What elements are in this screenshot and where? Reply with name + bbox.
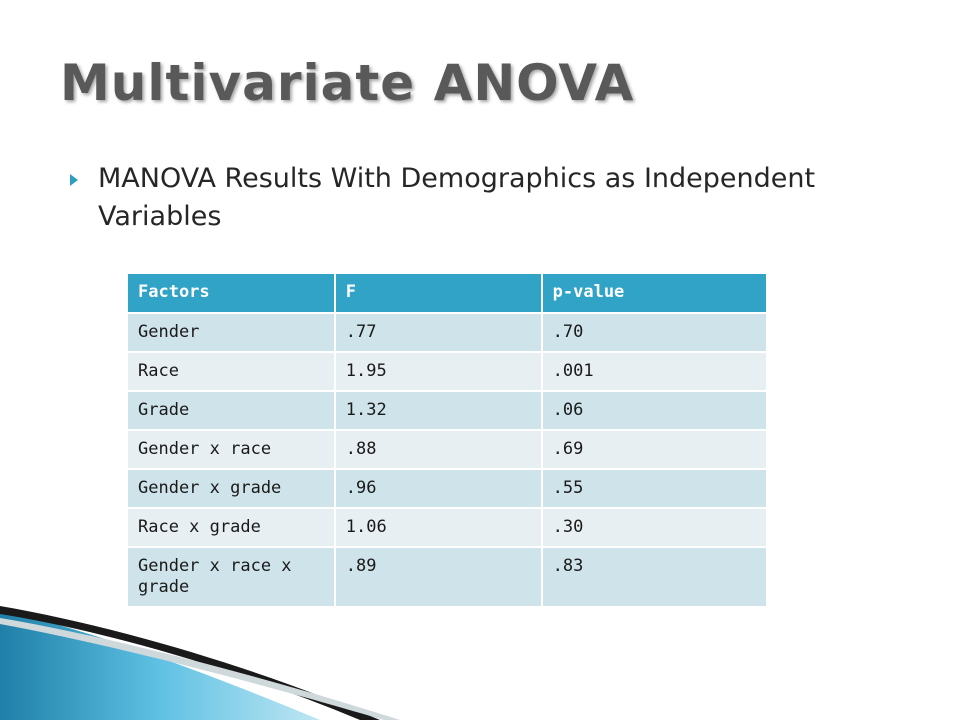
factor-cell: Gender x race [126, 429, 336, 470]
f-value-cell: 1.06 [333, 507, 543, 548]
arrow-bullet-icon [70, 174, 78, 186]
bullet-text: MANOVA Results With Demographics as Inde… [98, 163, 816, 232]
column-header-f: F [333, 272, 543, 314]
bullet-point: MANOVA Results With Demographics as Inde… [70, 160, 830, 236]
factor-cell: Race x grade [126, 507, 336, 548]
p-value-cell: .70 [540, 312, 769, 353]
table-row: Race x grade 1.06 .30 [126, 507, 769, 548]
table-row: Gender x grade .96 .55 [126, 468, 769, 509]
table-row: Grade 1.32 .06 [126, 390, 769, 431]
table-row: Race 1.95 .001 [126, 351, 769, 392]
f-value-cell: .89 [333, 546, 543, 608]
factor-cell: Gender x grade [126, 468, 336, 509]
table-row: Gender .77 .70 [126, 312, 769, 353]
p-value-cell: .55 [540, 468, 769, 509]
table-row: Gender x race x grade .89 .83 [126, 546, 769, 608]
column-header-p-value: p-value [540, 272, 769, 314]
p-value-cell: .83 [540, 546, 769, 608]
factor-cell: Gender x race x grade [126, 546, 336, 608]
factor-cell: Grade [126, 390, 336, 431]
manova-results-table: Factors F p-value Gender .77 .70 Race 1.… [126, 272, 769, 608]
p-value-cell: .06 [540, 390, 769, 431]
factor-cell: Gender [126, 312, 336, 353]
table-row: Gender x race .88 .69 [126, 429, 769, 470]
f-value-cell: .88 [333, 429, 543, 470]
p-value-cell: .30 [540, 507, 769, 548]
p-value-cell: .001 [540, 351, 769, 392]
p-value-cell: .69 [540, 429, 769, 470]
f-value-cell: .77 [333, 312, 543, 353]
f-value-cell: .96 [333, 468, 543, 509]
f-value-cell: 1.32 [333, 390, 543, 431]
factor-cell: Race [126, 351, 336, 392]
table-header-row: Factors F p-value [126, 272, 769, 314]
column-header-factors: Factors [126, 272, 336, 314]
slide-title: Multivariate ANOVA [60, 54, 635, 112]
f-value-cell: 1.95 [333, 351, 543, 392]
